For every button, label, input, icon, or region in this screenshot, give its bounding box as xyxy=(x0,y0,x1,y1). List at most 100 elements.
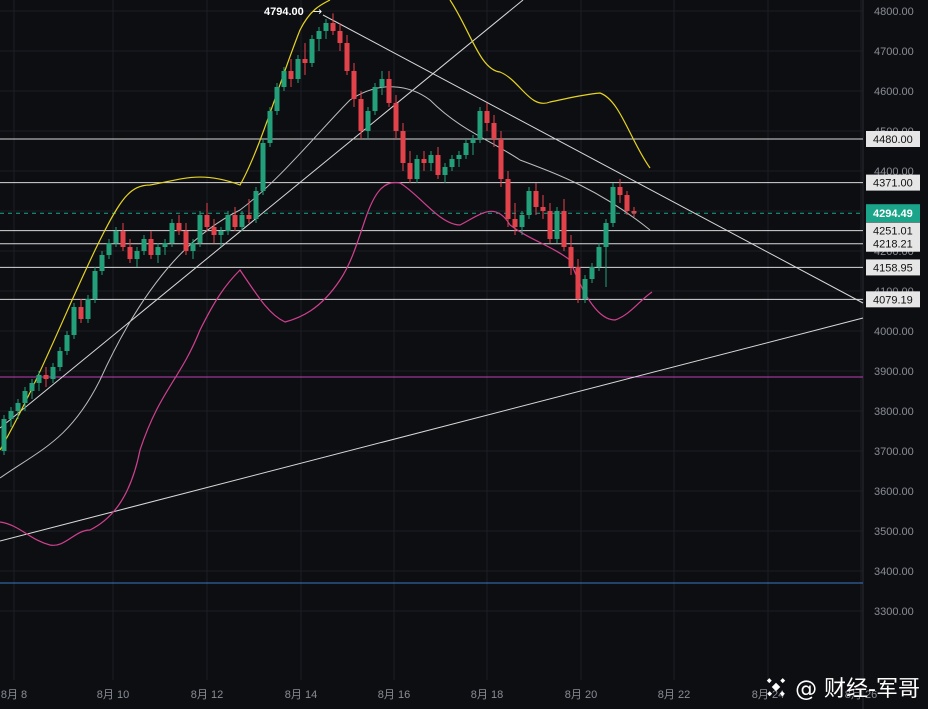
candle-body xyxy=(127,247,133,259)
candle-body xyxy=(99,255,105,271)
candle-body xyxy=(617,187,623,195)
candle-body xyxy=(526,191,532,215)
candle-body xyxy=(519,215,525,227)
candle-body xyxy=(379,79,385,87)
indicator-overlays xyxy=(0,0,864,546)
level-label: 4079.19 xyxy=(873,294,913,306)
candle-body xyxy=(477,111,483,139)
candle-body xyxy=(162,243,168,247)
time-tick-label: 8月 24 xyxy=(752,689,784,701)
time-tick-label: 8月 14 xyxy=(285,689,317,701)
candle-body xyxy=(239,215,245,227)
candle-body xyxy=(428,155,434,163)
price-tick-label: 3400.00 xyxy=(874,566,914,578)
level-label: 4218.21 xyxy=(873,239,913,251)
price-tick-label: 3800.00 xyxy=(874,406,914,418)
candle-body xyxy=(120,231,126,247)
candle-body xyxy=(554,211,560,239)
price-tick-label: 3900.00 xyxy=(874,366,914,378)
candle-body xyxy=(71,307,77,335)
time-tick-label: 8月 8 xyxy=(1,689,27,701)
candle-body xyxy=(547,211,553,239)
rising-trendline xyxy=(0,317,864,542)
candle-body xyxy=(295,59,301,79)
candle-body xyxy=(337,31,343,43)
candle-body xyxy=(92,271,98,299)
price-tick-label: 4600.00 xyxy=(874,86,914,98)
candle-body xyxy=(183,231,189,251)
horizontal-levels xyxy=(0,138,863,584)
level-label-box xyxy=(866,235,920,252)
candle-body xyxy=(589,267,595,279)
candle-body xyxy=(561,211,567,247)
candle-body xyxy=(106,243,112,255)
time-tick-label: 8月 22 xyxy=(658,689,690,701)
candles xyxy=(1,13,637,455)
candle-body xyxy=(155,247,161,255)
price-tick-label: 3300.00 xyxy=(874,606,914,618)
candle-body xyxy=(281,71,287,87)
candle-body xyxy=(134,251,140,259)
moving-average-line xyxy=(0,86,651,479)
candle-body xyxy=(148,239,154,255)
level-label: 4158.95 xyxy=(873,262,913,274)
level-label-box xyxy=(866,131,920,147)
candle-body xyxy=(505,179,511,219)
level-label-box xyxy=(866,222,920,239)
level-label-box xyxy=(866,259,920,276)
candle-body xyxy=(211,227,217,235)
candle-body xyxy=(603,223,609,247)
candle-body xyxy=(57,351,63,367)
candle-body xyxy=(218,231,224,235)
candle-body xyxy=(113,231,119,243)
candle-body xyxy=(568,247,574,267)
candle-body xyxy=(15,403,21,411)
candle-body xyxy=(169,223,175,243)
candle-body xyxy=(190,243,196,251)
candle-body xyxy=(225,215,231,231)
candle-body xyxy=(267,111,273,143)
current-price-label: 4294.49 xyxy=(873,208,913,220)
time-axis: 8月 8 8月 10 8月 12 8月 14 8月 16 8月 18 8月 20 8月 22 8… xyxy=(1,689,877,701)
candle-body xyxy=(358,99,364,131)
candle-body xyxy=(1,419,7,451)
high-price-label: 4794.00 xyxy=(264,6,304,18)
candle-body xyxy=(393,103,399,131)
falling-trendline xyxy=(322,14,864,304)
candle-body xyxy=(260,143,266,191)
candle-body xyxy=(491,123,497,139)
candle-body xyxy=(302,59,308,63)
candle-body xyxy=(232,215,238,227)
candle-body xyxy=(176,223,182,231)
candle-body xyxy=(351,71,357,99)
lower-band-line xyxy=(0,181,653,546)
price-axis: 3300.00 3400.00 3500.00 3600.00 3700.00 3800.… xyxy=(866,6,920,618)
candle-body xyxy=(631,211,637,214)
binance-logo-icon xyxy=(766,678,786,697)
candle-body xyxy=(498,139,504,179)
candle-body xyxy=(449,159,455,167)
candle-body xyxy=(204,215,210,227)
candle-body xyxy=(596,247,602,267)
price-tick-label: 4000.00 xyxy=(874,326,914,338)
candle-body xyxy=(78,307,84,319)
candle-body xyxy=(85,299,91,319)
watermark-handle: @ 财经-军哥 xyxy=(795,677,920,702)
candle-body xyxy=(22,391,28,403)
candle-body xyxy=(400,131,406,163)
time-tick-label: 8月 16 xyxy=(378,689,410,701)
candle-body xyxy=(372,87,378,111)
candle-body xyxy=(421,159,427,163)
candle-body xyxy=(575,267,581,299)
time-tick-label: 8月 10 xyxy=(97,689,129,701)
candle-body xyxy=(50,367,56,379)
upper-band-line xyxy=(0,0,651,451)
candle-body xyxy=(610,187,616,223)
candle-body xyxy=(512,219,518,227)
candle-body xyxy=(456,155,462,159)
steep-trendline xyxy=(0,0,524,429)
time-tick-label: 8月 18 xyxy=(471,689,503,701)
level-label: 4251.01 xyxy=(873,226,913,238)
candle-body xyxy=(344,43,350,71)
level-label-box xyxy=(866,291,920,308)
